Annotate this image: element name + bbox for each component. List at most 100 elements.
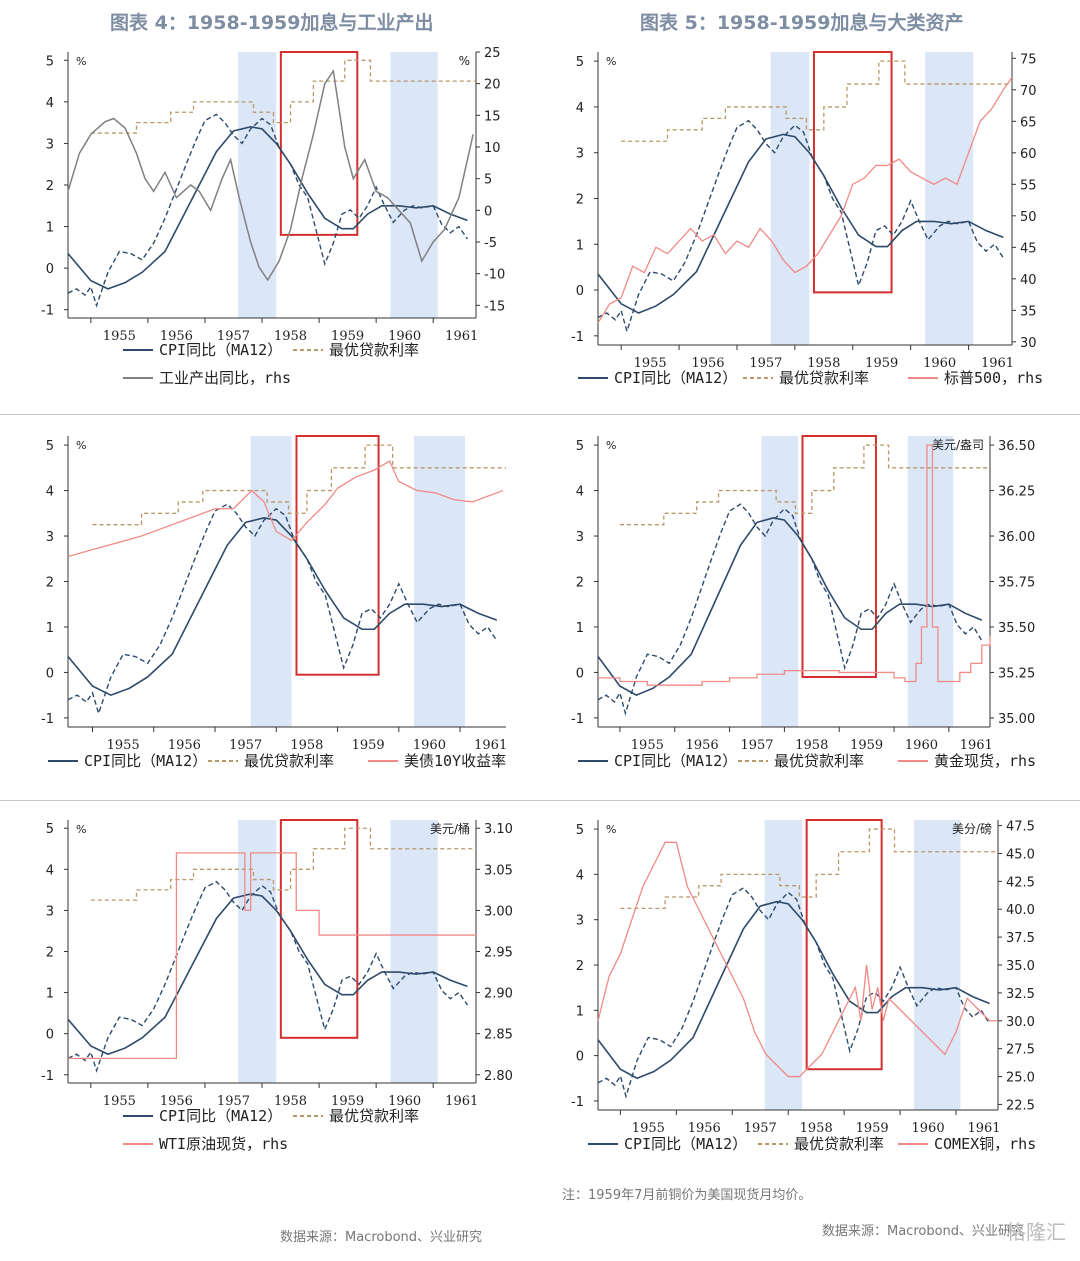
y-tick-label: 5	[46, 822, 54, 837]
x-tick-label: 1956	[160, 1094, 193, 1109]
recession-shade	[250, 436, 292, 727]
y2-tick-label: 32.5	[1006, 987, 1035, 1002]
legend-label: 最优贷款利率	[329, 1107, 419, 1125]
x-tick-label: 1958	[795, 738, 828, 753]
recession-shade	[914, 820, 961, 1110]
y-tick-label: 4	[46, 863, 54, 878]
y-tick-label: 2	[576, 193, 584, 208]
y-tick-label: 3	[46, 137, 54, 152]
series-line	[67, 125, 468, 290]
x-tick-label: 1959	[856, 1121, 889, 1136]
series-line	[90, 827, 476, 901]
recession-shade	[764, 820, 803, 1110]
y2-tick-label: -10	[484, 268, 505, 283]
y2-tick-label: 20	[484, 78, 501, 93]
y2-tick-label: 47.5	[1006, 820, 1035, 835]
y2-tick-label: 36.25	[998, 485, 1035, 500]
y-unit-right: %	[459, 54, 470, 68]
y2-tick-label: 3.00	[484, 904, 513, 919]
legend-label: COMEX铜，rhs	[934, 1135, 1036, 1153]
y2-tick-label: 27.5	[1006, 1043, 1035, 1058]
series-line	[67, 503, 498, 716]
footer-source-right: 数据来源：Macrobond、兴业研究	[822, 1224, 1025, 1239]
x-tick-label: 1961	[474, 738, 507, 753]
x-tick-label: 1956	[160, 329, 193, 344]
y2-tick-label: 30.0	[1006, 1015, 1035, 1030]
y2-tick-label: 25.0	[1006, 1071, 1035, 1086]
series-line	[68, 852, 476, 1059]
x-tick-label: 1960	[413, 738, 446, 753]
legend-label: CPI同比（MA12）	[159, 341, 282, 359]
series-line	[598, 444, 991, 686]
x-tick-label: 1960	[923, 356, 956, 371]
y2-tick-label: 36.50	[998, 439, 1035, 454]
legend-label: CPI同比（MA12）	[614, 369, 737, 387]
y-tick-label: 2	[576, 576, 584, 591]
legend-label: CPI同比（MA12）	[624, 1135, 747, 1153]
x-tick-label: 1957	[740, 738, 773, 753]
y-unit-left: %	[606, 439, 616, 452]
y-tick-label: -1	[41, 1069, 54, 1084]
y-tick-label: 1	[576, 1004, 584, 1019]
y-tick-label: 5	[576, 823, 584, 838]
y2-tick-label: 35.75	[998, 576, 1035, 591]
highlight-box	[279, 51, 359, 236]
y2-tick-label: 60	[1020, 147, 1037, 162]
legend-label: CPI同比（MA12）	[159, 1107, 282, 1125]
x-tick-label: 1955	[103, 1094, 136, 1109]
y-tick-label: 0	[46, 262, 54, 277]
y2-tick-label: 50	[1020, 210, 1037, 225]
x-tick-label: 1956	[691, 356, 724, 371]
footer-source-left: 数据来源：Macrobond、兴业研究	[280, 1230, 483, 1245]
x-tick-label: 1959	[331, 329, 364, 344]
y-unit-left: %	[76, 823, 86, 836]
y-tick-label: 3	[576, 147, 584, 162]
series-line	[597, 133, 1004, 314]
series-line	[597, 841, 998, 1078]
x-tick-label: 1960	[905, 738, 938, 753]
y2-tick-label: 55	[1020, 178, 1037, 193]
y2-tick-label: 37.5	[1006, 931, 1035, 946]
recession-shade	[925, 52, 974, 345]
legend-label: 最优贷款利率	[244, 752, 334, 770]
y2-tick-label: 2.95	[484, 946, 513, 961]
y2-tick-label: 10	[484, 141, 501, 156]
x-tick-label: 1961	[445, 329, 478, 344]
x-tick-label: 1961	[445, 1094, 478, 1109]
chart-panel-6: -1 0 1 2 3 4 5 % 22.5 25.0 27.5 30.0 32.5 35.0 37.5 40.…	[571, 819, 1036, 1153]
chart-panel-5: -1 0 1 2 3 4 5 % 2.80 2.85 2.90 2.95 3.00 3.05 3.10 美元/…	[41, 819, 513, 1153]
copper-note: 注：1959年7月前铜价为美国现货月均价。	[562, 1188, 812, 1203]
recession-shade	[770, 52, 810, 345]
x-tick-label: 1957	[749, 356, 782, 371]
y-tick-label: 4	[576, 868, 584, 883]
y-tick-label: 3	[46, 530, 54, 545]
y2-tick-label: -15	[484, 299, 505, 314]
y-unit-right: 美分/磅	[952, 821, 992, 836]
y-tick-label: -1	[571, 330, 584, 345]
legend-label: 美债10Y收益率	[404, 752, 506, 770]
x-tick-label: 1960	[388, 1094, 421, 1109]
x-tick-label: 1957	[744, 1121, 777, 1136]
series-line	[67, 517, 498, 697]
y-tick-label: 2	[576, 959, 584, 974]
y2-tick-label: 2.80	[484, 1069, 513, 1084]
y2-tick-label: 2.90	[484, 987, 513, 1002]
y-tick-label: -1	[41, 712, 54, 727]
x-tick-label: 1956	[688, 1121, 721, 1136]
legend-label: 最优贷款利率	[779, 369, 869, 387]
y-tick-label: 2	[46, 576, 54, 591]
x-tick-label: 1959	[850, 738, 883, 753]
row-separator-1	[0, 414, 1080, 415]
y-tick-label: 1	[46, 621, 54, 636]
x-tick-label: 1958	[807, 356, 840, 371]
series-line	[619, 444, 990, 526]
x-tick-label: 1957	[217, 1094, 250, 1109]
y-tick-label: 3	[576, 914, 584, 929]
legend-label: 标普500，rhs	[944, 369, 1043, 387]
legend-label: 工业产出同比，rhs	[159, 369, 291, 387]
series-line	[597, 517, 983, 697]
x-tick-label: 1960	[388, 329, 421, 344]
